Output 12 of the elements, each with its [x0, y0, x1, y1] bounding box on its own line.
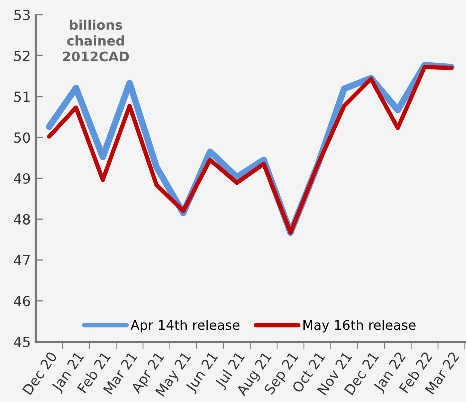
y-tick-label: 46 — [14, 296, 30, 307]
y-tick-label: 49 — [14, 173, 30, 184]
y-tick-label: 47 — [14, 255, 30, 266]
y-tick-label: 51 — [14, 92, 30, 102]
legend-label: May 16th release — [304, 320, 416, 333]
y-tick-label: 53 — [14, 10, 30, 20]
y-tick-label: 50 — [14, 132, 30, 144]
y-tick-label: 45 — [14, 337, 30, 348]
y-axis-title: billions chained 2012CAD — [63, 20, 130, 62]
y-tick-label: 48 — [14, 214, 30, 225]
y-tick-label: 52 — [14, 50, 30, 62]
legend-label: Apr 14th release — [130, 320, 240, 333]
